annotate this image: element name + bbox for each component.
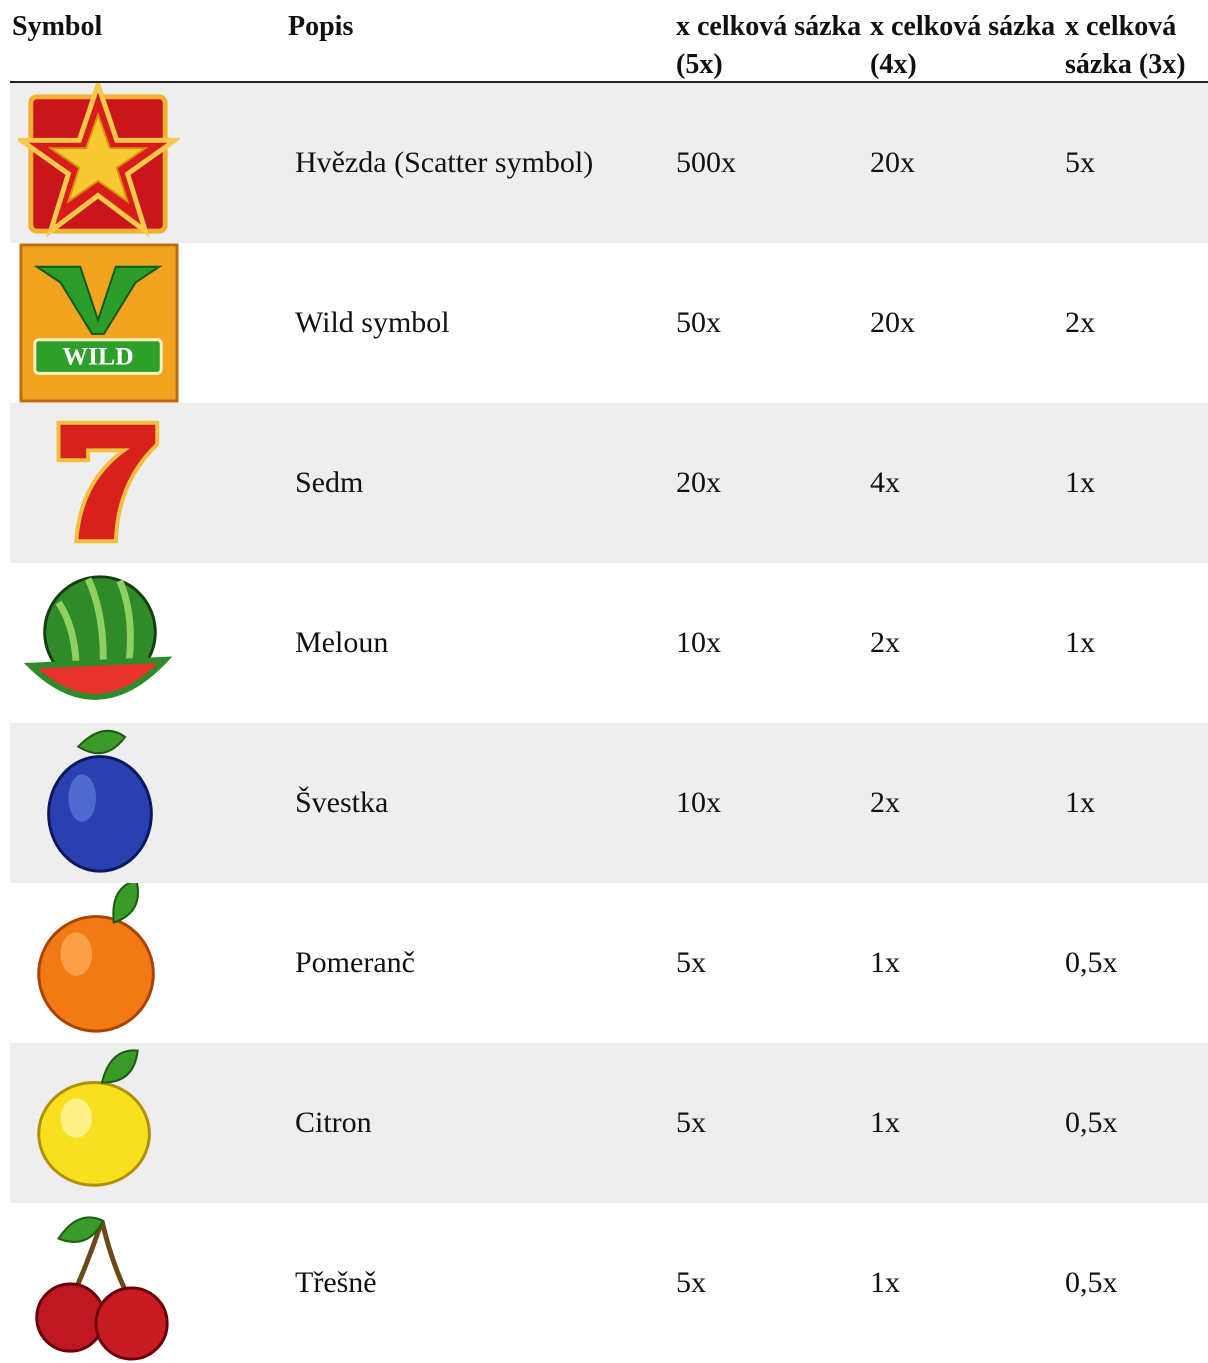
- table-row: WILD Wild symbol 50x 20x 2x: [10, 243, 1208, 403]
- header-rule: [10, 81, 1208, 83]
- payout-value: 5x: [1065, 146, 1095, 179]
- payout-value: 2x: [870, 626, 900, 659]
- payout-value: 1x: [1065, 786, 1095, 819]
- symbol-description: Švestka: [295, 786, 389, 819]
- payout-value: 2x: [870, 786, 900, 819]
- icon-text: WILD: [62, 341, 133, 370]
- payout-value: 5x: [676, 946, 706, 979]
- payout-value: 1x: [870, 946, 900, 979]
- payout-value: 10x: [676, 786, 721, 819]
- symbol-description: Pomeranč: [295, 946, 415, 979]
- payout-value: 50x: [676, 306, 721, 339]
- column-header: x celková sázka (3x): [1065, 11, 1186, 80]
- payout-value: 10x: [676, 626, 721, 659]
- symbol-icon: WILD: [19, 243, 179, 403]
- symbol-icon: [37, 1049, 151, 1187]
- payout-value: 1x: [1065, 626, 1095, 659]
- symbol-icon: [47, 729, 153, 873]
- payout-value: 500x: [676, 146, 736, 179]
- symbol-icon: [56, 420, 160, 544]
- table-row: Hvězda (Scatter symbol) 500x 20x 5x: [10, 83, 1208, 243]
- table-row: Citron 5x 1x 0,5x: [10, 1043, 1208, 1203]
- payout-value: 20x: [870, 306, 915, 339]
- symbol-icon: [18, 83, 180, 238]
- column-header: x celková sázka (4x): [870, 11, 1056, 80]
- payout-value: 0,5x: [1065, 946, 1118, 979]
- symbol-description: Sedm: [295, 466, 364, 499]
- table-row: Třešně 5x 1x 0,5x: [10, 1203, 1208, 1363]
- column-header: x celková sázka (5x): [676, 11, 862, 80]
- column-header: Symbol: [12, 11, 103, 42]
- table-row: Švestka 10x 2x 1x: [10, 723, 1208, 883]
- table-row: Sedm 20x 4x 1x: [10, 403, 1208, 563]
- payout-value: 1x: [870, 1106, 900, 1139]
- table-row: Meloun 10x 2x 1x: [10, 563, 1208, 723]
- payout-value: 0,5x: [1065, 1266, 1118, 1299]
- payout-value: 5x: [676, 1266, 706, 1299]
- payout-value: 4x: [870, 466, 900, 499]
- payout-value: 20x: [870, 146, 915, 179]
- symbol-icon: [35, 1216, 169, 1361]
- column-header: Popis: [288, 11, 354, 42]
- payout-value: 5x: [676, 1106, 706, 1139]
- symbol-icon: [37, 883, 155, 1033]
- symbol-description: Meloun: [295, 626, 389, 659]
- table-row: Pomeranč 5x 1x 0,5x: [10, 883, 1208, 1043]
- payout-value: 1x: [1065, 466, 1095, 499]
- symbol-description: Citron: [295, 1106, 372, 1139]
- symbol-description: Třešně: [295, 1266, 377, 1299]
- payout-value: 1x: [870, 1266, 900, 1299]
- symbol-description: Wild symbol: [295, 306, 450, 339]
- payout-value: 0,5x: [1065, 1106, 1118, 1139]
- payout-value: 2x: [1065, 306, 1095, 339]
- symbol-icon: [23, 575, 173, 700]
- payout-value: 20x: [676, 466, 721, 499]
- symbol-description: Hvězda (Scatter symbol): [295, 146, 594, 179]
